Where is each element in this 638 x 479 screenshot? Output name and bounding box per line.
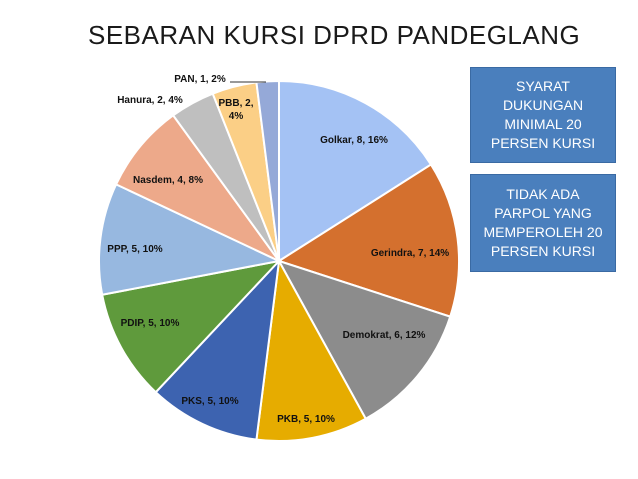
pie-slice-nasdem (114, 113, 280, 262)
pie-slice-ppp (98, 183, 283, 296)
data-label-pbb: PBB, 2, 4% (218, 98, 253, 122)
pie-slice-golkar (278, 79, 433, 263)
pie-slice-gerindra (276, 163, 460, 318)
data-label-nasdem: Nasdem, 4, 8% (133, 175, 203, 186)
data-label-pan: PAN, 1, 2% (174, 74, 226, 85)
data-label-golkar: Golkar, 8, 16% (320, 135, 388, 146)
note-box-result: TIDAK ADA PARPOL YANG MEMPEROLEH 20 PERS… (470, 174, 616, 272)
pie-slice-pkb (255, 257, 368, 442)
data-label-ppp: PPP, 5, 10% (107, 244, 163, 255)
data-label-pkb: PKB, 5, 10% (277, 414, 335, 425)
data-label-pdip: PDIP, 5, 10% (121, 318, 180, 329)
pie-slice-demokrat (276, 259, 452, 421)
chart-title: SEBARAN KURSI DPRD PANDEGLANG (88, 20, 581, 50)
note-box-requirement: SYARAT DUKUNGAN MINIMAL 20 PERSEN KURSI (470, 67, 616, 163)
data-label-hanura: Hanura, 2, 4% (117, 95, 183, 106)
pie-slice-pdip (101, 259, 282, 394)
data-label-demokrat: Demokrat, 6, 12% (343, 330, 426, 341)
data-label-pks: PKS, 5, 10% (181, 396, 238, 407)
data-label-gerindra: Gerindra, 7, 14% (371, 248, 449, 259)
note-text-requirement: SYARAT DUKUNGAN MINIMAL 20 PERSEN KURSI (490, 78, 596, 151)
note-text-result: TIDAK ADA PARPOL YANG MEMPEROLEH 20 PERS… (483, 186, 603, 259)
pie-slice-pks (154, 258, 281, 441)
